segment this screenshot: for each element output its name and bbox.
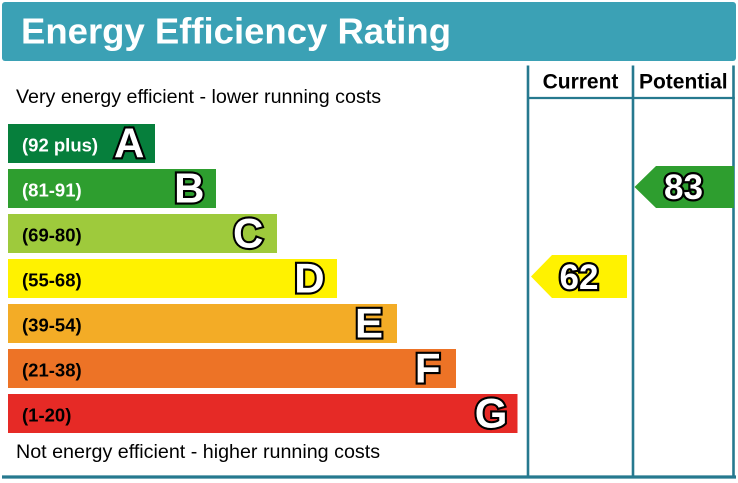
svg-text:83: 83 — [664, 168, 703, 207]
svg-text:G: G — [475, 390, 508, 437]
svg-text:Potential: Potential — [639, 71, 728, 94]
svg-text:(39-54): (39-54) — [22, 315, 82, 336]
svg-text:(81-91): (81-91) — [22, 180, 82, 201]
svg-text:Very energy efficient - lower: Very energy efficient - lower running co… — [16, 86, 381, 108]
svg-text:(92 plus): (92 plus) — [22, 135, 98, 156]
svg-text:D: D — [294, 255, 324, 302]
svg-text:B: B — [174, 165, 204, 212]
svg-text:62: 62 — [560, 258, 599, 297]
svg-text:(1-20): (1-20) — [22, 405, 71, 426]
svg-text:F: F — [415, 345, 441, 392]
svg-text:(69-80): (69-80) — [22, 225, 82, 246]
svg-text:Not energy efficient - higher: Not energy efficient - higher running co… — [16, 441, 380, 463]
svg-text:(55-68): (55-68) — [22, 270, 82, 291]
svg-text:C: C — [233, 210, 263, 257]
svg-text:E: E — [355, 300, 383, 347]
svg-text:Current: Current — [543, 71, 619, 94]
svg-text:A: A — [114, 120, 144, 167]
svg-text:(21-38): (21-38) — [22, 360, 82, 381]
svg-text:Energy Efficiency Rating: Energy Efficiency Rating — [21, 11, 451, 52]
